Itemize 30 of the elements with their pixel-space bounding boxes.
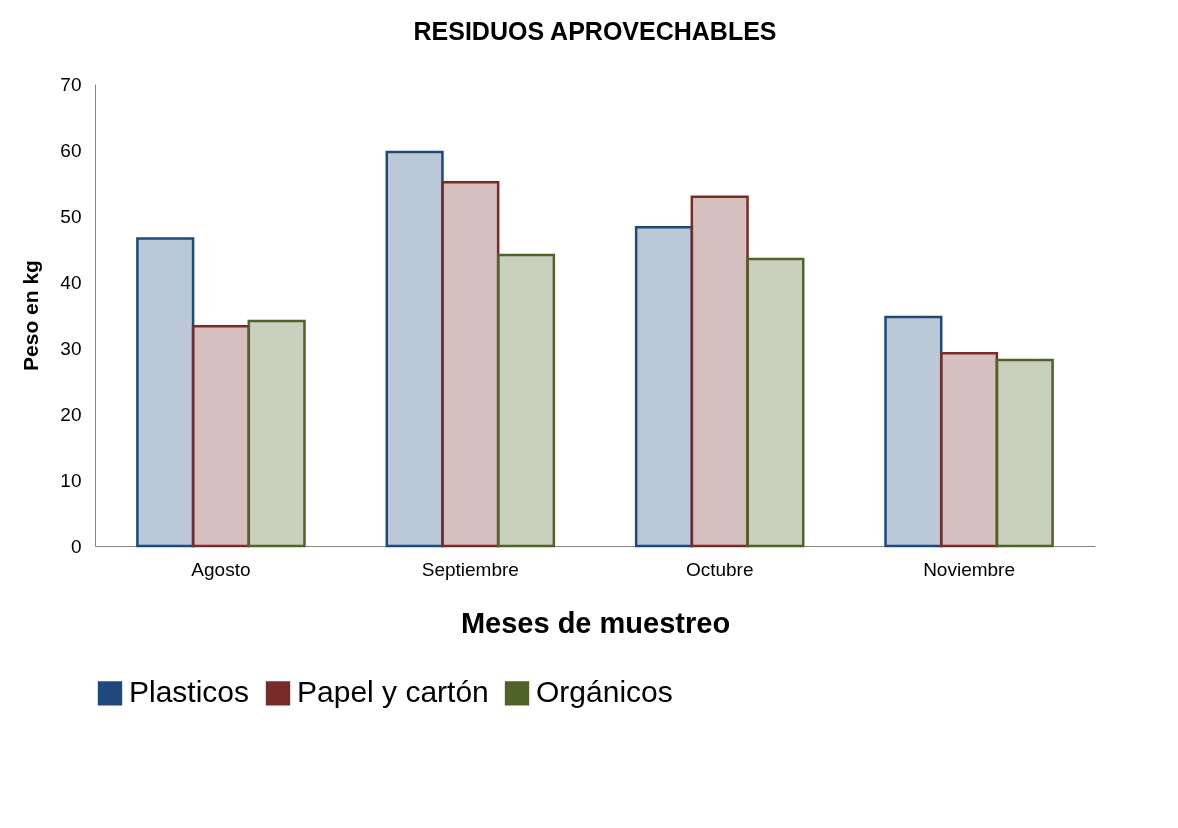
- y-tick-label: 20: [60, 403, 82, 425]
- y-tick-label: 40: [60, 271, 82, 293]
- bar: [136, 237, 195, 548]
- x-tick-label: Noviembre: [923, 558, 1015, 580]
- y-tick-label: 0: [70, 535, 82, 557]
- bar: [385, 150, 444, 548]
- y-tick-label: 50: [60, 205, 82, 227]
- y-axis-title: Peso en kg: [19, 260, 43, 371]
- legend-label: Plasticos: [129, 675, 250, 709]
- bar: [939, 352, 999, 548]
- bar: [634, 225, 694, 548]
- x-axis-title: Meses de muestreo: [460, 606, 731, 639]
- x-tick-label: Octubre: [685, 558, 754, 580]
- legend-label: Orgánicos: [536, 675, 673, 709]
- bar: [746, 257, 805, 548]
- bar: [441, 181, 500, 548]
- y-tick-label: 10: [60, 469, 82, 491]
- bar: [496, 253, 556, 548]
- y-tick-label: 30: [60, 337, 82, 359]
- chart-title: RESIDUOS APROVECHABLES: [413, 17, 777, 45]
- bar: [247, 319, 306, 548]
- y-tick-label: 60: [60, 139, 82, 161]
- bar: [884, 315, 943, 548]
- bar: [191, 324, 251, 548]
- y-tick-label: 70: [60, 73, 82, 95]
- legend-label: Papel y cartón: [297, 675, 489, 709]
- bar: [995, 358, 1054, 548]
- x-tick-label: Septiembre: [421, 558, 519, 580]
- x-tick-label: Agosto: [191, 558, 251, 580]
- bar: [690, 195, 749, 548]
